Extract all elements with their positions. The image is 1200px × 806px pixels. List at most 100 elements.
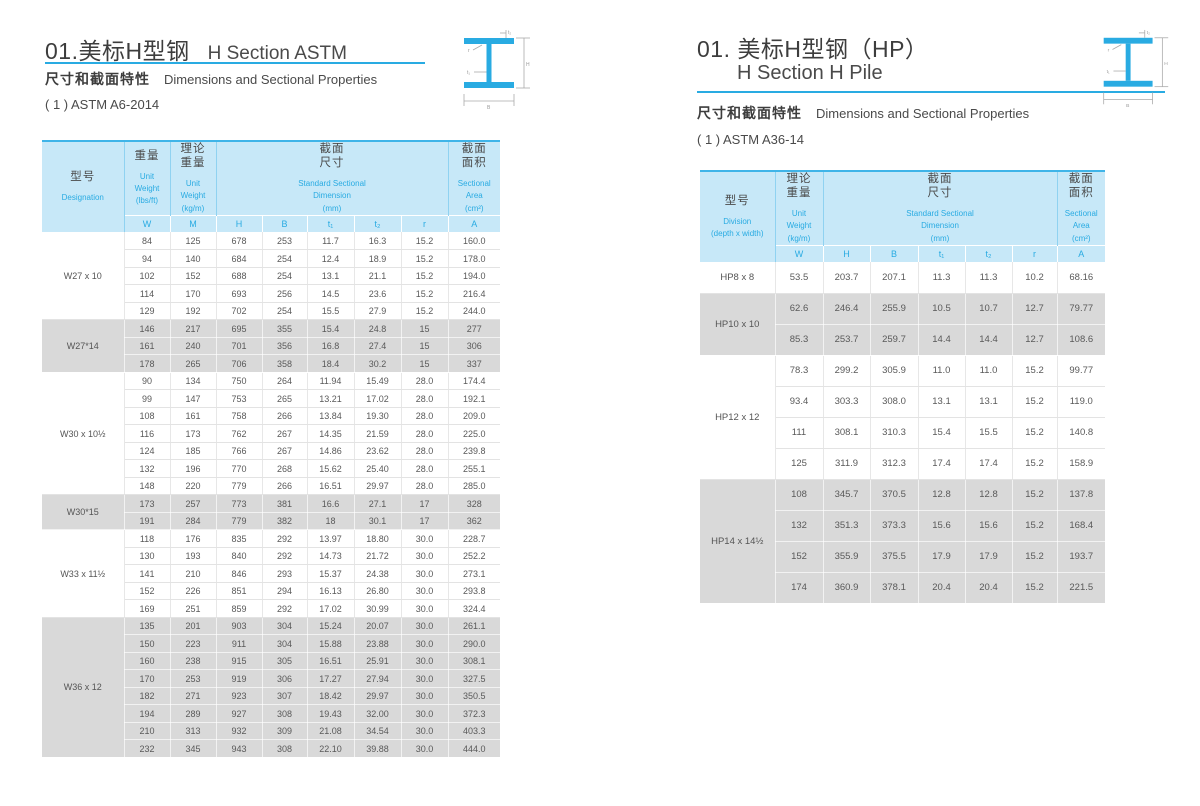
value-cell: 706 (216, 354, 263, 373)
table-row: 160 238 915 305 16.51 25.91 30.0 308.1 (42, 652, 501, 671)
value-cell: 30.1 (354, 512, 402, 531)
col-area-header: 截面 面积 Sectional Area (cm²) (1057, 169, 1106, 246)
value-cell: 170 (124, 669, 171, 688)
value-cell: 21.72 (354, 547, 402, 566)
value-cell: 169 (124, 599, 171, 618)
value-cell: 355 (262, 319, 308, 338)
value-cell: 305.9 (870, 355, 919, 387)
value-cell: 34.54 (354, 722, 402, 741)
table-row: 174 360.9 378.1 20.4 20.4 15.2 221.5 (700, 572, 1106, 604)
value-cell: 15.2 (1012, 448, 1058, 480)
value-cell: 124 (124, 442, 171, 461)
value-cell: 773 (216, 494, 263, 513)
col-area-header: 截面 面积 Sectional Area (cm²) (448, 139, 501, 216)
designation-cell: W27*14 (42, 319, 125, 373)
value-cell: 292 (262, 547, 308, 566)
value-cell: 308.0 (870, 386, 919, 418)
area-en: Sectional Area (cm²) (457, 178, 491, 213)
value-cell: 271 (170, 687, 217, 706)
designation-en: Designation (61, 192, 104, 202)
value-cell: 28.0 (401, 407, 449, 426)
value-cell: 292 (262, 599, 308, 618)
value-cell: 307 (262, 687, 308, 706)
value-cell: 840 (216, 547, 263, 566)
table-row: 152 355.9 375.5 17.9 17.9 15.2 193.7 (700, 541, 1106, 573)
value-cell: 919 (216, 669, 263, 688)
table-row: W27*14 146 217 695 355 15.4 24.8 15 277 (42, 319, 501, 373)
h-pile-section-diagram-icon: H B t₂ t₁ r (1103, 30, 1168, 109)
value-cell: 20.07 (354, 617, 402, 636)
dimension-en: Standard Sectional Dimension (mm) (298, 178, 366, 213)
value-cell: 308.1 (823, 417, 871, 449)
value-cell: 152 (124, 582, 171, 601)
value-cell: 134 (170, 372, 217, 391)
value-cell: 28.0 (401, 442, 449, 461)
value-cell: 203.7 (823, 262, 871, 294)
value-cell: 16.13 (307, 582, 355, 601)
value-cell: 15.88 (307, 634, 355, 653)
value-cell: 13.1 (307, 267, 355, 286)
value-cell: 15.2 (1012, 541, 1058, 573)
value-cell: 927 (216, 704, 263, 723)
table-row: 178 265 706 358 18.4 30.2 15 337 (42, 354, 501, 373)
value-cell: 373.3 (870, 510, 919, 542)
value-cell: 835 (216, 529, 263, 548)
value-cell: 94 (124, 249, 171, 268)
table-row: 125 311.9 312.3 17.4 17.4 15.2 158.9 (700, 448, 1106, 480)
value-cell: 16.3 (354, 232, 402, 251)
value-cell: 308.1 (448, 652, 501, 671)
weight-zh: 重量 (134, 150, 160, 163)
value-cell: 246.4 (823, 293, 871, 325)
value-cell: 15 (401, 354, 449, 373)
value-cell: 259.7 (870, 324, 919, 356)
value-cell: 12.7 (1012, 293, 1058, 325)
value-cell: 78.3 (775, 355, 824, 387)
value-cell: 118 (124, 529, 171, 548)
table-row: 130 193 840 292 14.73 21.72 30.0 252.2 (42, 547, 501, 566)
value-cell: 191 (124, 512, 171, 531)
value-cell: 17.02 (354, 389, 402, 408)
col-designation-header: 型号 Designation (42, 139, 125, 233)
value-cell: 24.38 (354, 564, 402, 583)
left-title-zh: 01.美标H型钢 (45, 38, 190, 64)
value-cell: 160.0 (448, 232, 501, 251)
value-cell: 762 (216, 424, 263, 443)
value-cell: 25.91 (354, 652, 402, 671)
left-page-title: 01.美标H型钢 H Section ASTM (45, 32, 347, 66)
dimension-zh: 截面 尺寸 (927, 173, 953, 200)
value-cell: 15.4 (307, 319, 355, 338)
value-cell: 915 (216, 652, 263, 671)
value-cell: 30.0 (401, 722, 449, 741)
value-cell: 132 (775, 510, 824, 542)
value-cell: 21.59 (354, 424, 402, 443)
value-cell: 18.80 (354, 529, 402, 548)
value-cell: 14.4 (918, 324, 966, 356)
value-cell: 779 (216, 512, 263, 531)
value-cell: 702 (216, 302, 263, 321)
value-cell: 201 (170, 617, 217, 636)
value-cell: 140.8 (1057, 417, 1106, 449)
value-cell: 30.0 (401, 669, 449, 688)
table-row: W30 x 10½ 90 134 750 264 11.94 15.49 28.0 174.4 (42, 372, 501, 496)
beam-dim-r-label: r (468, 48, 470, 54)
table-row: 108 161 758 266 13.84 19.30 28.0 209.0 (42, 407, 501, 426)
col-dimension-header: 截面 尺寸 Standard Sectional Dimension (mm) (216, 139, 449, 216)
value-cell: 17 (401, 494, 449, 513)
value-cell: 21.1 (354, 267, 402, 286)
value-cell: 337 (448, 354, 501, 373)
value-cell: 28.0 (401, 459, 449, 478)
value-cell: 15.6 (918, 510, 966, 542)
value-cell: 15.37 (307, 564, 355, 583)
value-cell: 32.00 (354, 704, 402, 723)
value-cell: 15.2 (1012, 510, 1058, 542)
value-cell: 381 (262, 494, 308, 513)
value-cell: 17.02 (307, 599, 355, 618)
value-cell: 30.2 (354, 354, 402, 373)
value-cell: 15.2 (401, 302, 449, 321)
value-cell: 693 (216, 284, 263, 303)
value-cell: 16.51 (307, 652, 355, 671)
value-cell: 255.1 (448, 459, 501, 478)
unit-w: W (774, 244, 824, 263)
value-cell: 311.9 (823, 448, 871, 480)
value-cell: 30.0 (401, 617, 449, 636)
